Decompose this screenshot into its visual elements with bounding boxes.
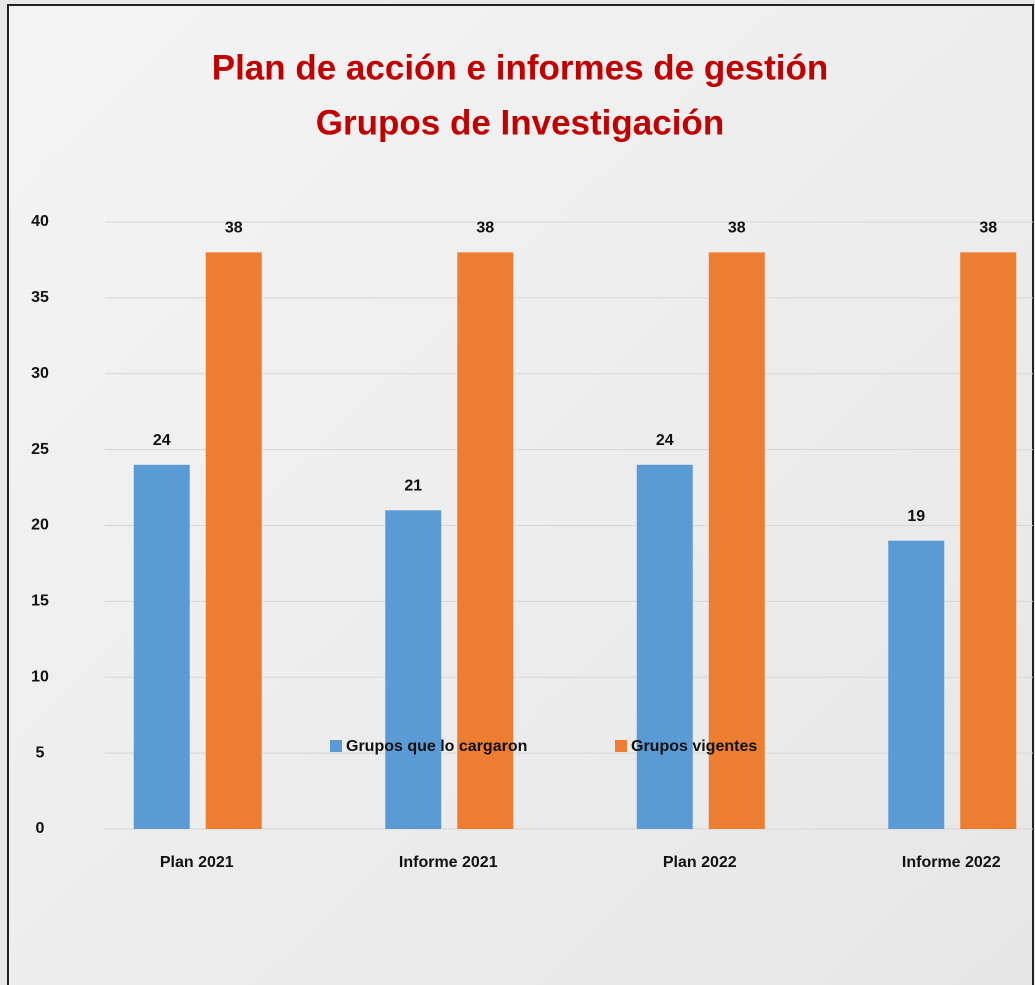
bar: [888, 540, 945, 829]
y-tick-label: 30: [31, 365, 49, 382]
bar: [457, 252, 514, 830]
legend-swatch: [615, 740, 627, 752]
y-tick-label: 25: [31, 441, 49, 458]
data-label: 38: [225, 220, 243, 237]
data-label: 38: [979, 220, 997, 237]
legend-label: Grupos que lo cargaron: [346, 738, 527, 755]
y-tick-label: 0: [36, 820, 45, 837]
bar: [385, 510, 442, 829]
data-label: 19: [907, 508, 925, 525]
chart-title: Plan de acción e informes de gestión: [212, 48, 829, 87]
legend-swatch: [330, 740, 342, 752]
y-tick-label: 5: [36, 744, 45, 761]
chart-title: Grupos de Investigación: [316, 103, 724, 142]
x-tick-label: Informe 2022: [902, 854, 1001, 871]
y-tick-label: 20: [31, 517, 49, 534]
bar: [133, 464, 190, 829]
data-label: 24: [656, 432, 674, 449]
data-label: 38: [476, 220, 494, 237]
bar: [205, 252, 262, 830]
bar: [708, 252, 765, 830]
data-label: 38: [728, 220, 746, 237]
y-tick-label: 35: [31, 289, 49, 306]
y-tick-label: 15: [31, 593, 49, 610]
y-tick-label: 40: [31, 213, 49, 230]
x-tick-label: Informe 2021: [399, 854, 498, 871]
bar: [636, 464, 693, 829]
legend-label: Grupos vigentes: [631, 738, 757, 755]
data-label: 21: [404, 478, 422, 495]
bar: [960, 252, 1017, 830]
x-tick-label: Plan 2022: [663, 854, 737, 871]
y-tick-label: 10: [31, 668, 49, 685]
x-tick-label: Plan 2021: [160, 854, 234, 871]
data-label: 24: [153, 432, 171, 449]
